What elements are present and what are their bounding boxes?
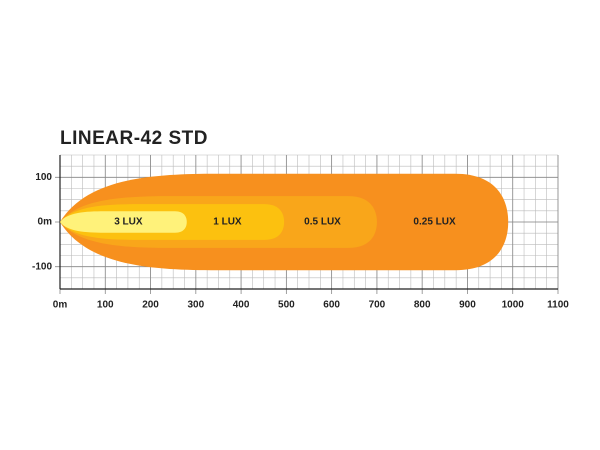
zone-label: 1 LUX	[213, 217, 242, 228]
x-tick-label: 0m	[53, 300, 68, 311]
x-tick-label: 500	[278, 300, 295, 311]
zone-label: 0.25 LUX	[413, 217, 456, 228]
y-tick-label: -100	[32, 261, 52, 272]
x-tick-label: 100	[97, 300, 114, 311]
x-tick-label: 700	[369, 300, 386, 311]
zone-label: 3 LUX	[114, 217, 143, 228]
y-tick-label: 0m	[38, 217, 53, 228]
beam-zone	[60, 211, 187, 233]
x-tick-label: 400	[233, 300, 250, 311]
zone-label: 0.5 LUX	[304, 217, 341, 228]
x-tick-label: 1100	[547, 300, 569, 311]
chart-title: LINEAR-42 STD	[60, 128, 208, 149]
x-tick-label: 800	[414, 300, 431, 311]
x-tick-label: 600	[323, 300, 340, 311]
x-tick-label: 1000	[502, 300, 525, 311]
x-tick-label: 300	[187, 300, 204, 311]
x-tick-label: 200	[142, 300, 159, 311]
x-tick-label: 900	[459, 300, 476, 311]
y-tick-label: 100	[35, 172, 52, 183]
